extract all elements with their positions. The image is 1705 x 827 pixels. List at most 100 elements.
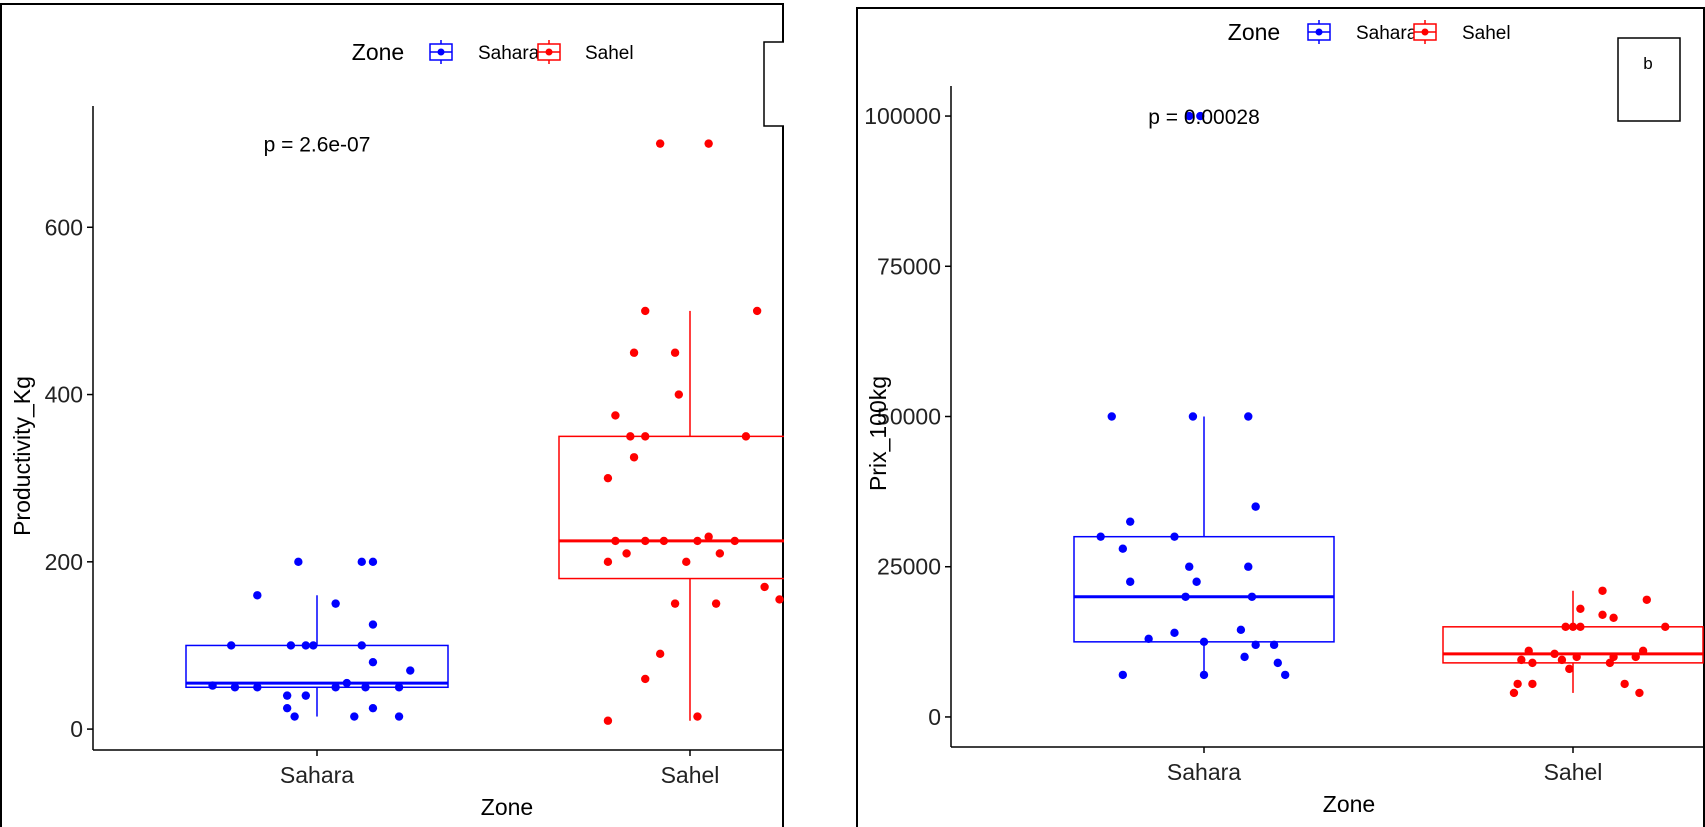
data-point-sahel [1557,655,1567,665]
data-point-sahel [641,432,650,441]
data-point-sahara [1107,412,1116,421]
data-point-sahara [1199,670,1209,680]
data-point-sahel [1528,679,1537,689]
data-point-sahel [629,453,639,462]
data-point-sahel [1509,688,1519,698]
data-point-sahara [357,641,366,650]
x-tick-label-sahara: Sahara [280,762,354,788]
data-point-sahara [1244,412,1253,421]
y-tick-label: 25000 [877,554,941,580]
data-point-sahel [715,549,725,558]
legend-key-point [1315,28,1323,36]
data-point-sahara [1181,592,1190,601]
data-point-sahara [282,691,292,700]
data-point-sahel [1635,688,1644,698]
y-tick-label: 0 [70,716,83,742]
data-point-sahara [1170,628,1179,638]
y-tick-label: 50000 [877,404,941,430]
data-point-sahel [1561,622,1570,632]
data-point-sahel [674,390,684,399]
data-point-sahara [331,599,340,608]
data-point-sahel [603,716,613,725]
y-tick-label: 75000 [877,253,941,279]
data-point-sahel [730,536,739,546]
data-point-sahara [1236,625,1246,635]
price-chart: Zone Sahara Sahel b 0 25000 50000 75000 100000 Sa… [856,7,1705,827]
data-point-sahara [1126,517,1135,526]
data-point-sahel [659,536,669,546]
panel-frame [0,3,784,827]
data-point-sahara [357,557,366,567]
data-point-sahel [682,557,691,567]
panel-tag-label: b [1643,54,1652,73]
data-point-sahel [670,599,680,608]
data-point-sahel [603,473,613,483]
data-point-sahara [1196,111,1205,121]
data-point-sahara [368,657,378,667]
data-point-sahel [1565,664,1574,674]
data-point-sahel [1524,646,1533,656]
data-point-sahel [611,536,620,546]
data-point-sahara [282,703,292,713]
data-point-sahel [1661,622,1670,632]
data-point-sahara [368,703,378,713]
data-point-sahara [301,641,311,650]
data-point-sahara [394,683,404,692]
legend-label-sahara: Sahara [1356,23,1418,44]
data-point-sahara [1185,111,1194,121]
productivity-chart: ZoneSaharaSahela0200400600SaharaSahelZon… [0,3,784,827]
y-axis-title: Productivity_Kg [9,376,35,536]
data-point-sahel [752,306,762,316]
data-point-sahara [253,591,262,600]
box-sahara [1073,535,1335,643]
p-value-annotation: p = 2.6e-07 [264,134,371,157]
legend-label-sahel: Sahel [1462,23,1511,44]
data-point-sahara [1144,634,1153,644]
panel-tag-box [763,41,784,127]
data-point-sahara [301,691,311,700]
data-point-sahara [361,683,370,692]
data-point-sahara [1188,412,1198,421]
data-point-sahara [309,641,318,650]
box-sahel [558,435,784,580]
data-point-sahel [760,582,769,592]
data-point-sahara [350,712,359,721]
data-point-sahara [1244,562,1253,571]
data-point-sahel [1517,655,1526,665]
data-point-sahara [227,641,236,650]
data-point-sahara [406,666,415,675]
y-tick-label: 200 [45,549,83,575]
data-point-sahel [622,549,631,558]
data-point-sahel [1638,646,1648,656]
data-point-sahara [1240,652,1249,662]
data-point-sahara [1199,637,1209,647]
data-point-sahara [331,683,340,692]
data-point-sahara [208,681,217,690]
data-point-sahel [1620,679,1629,689]
data-point-sahel [1576,604,1585,613]
data-point-sahel [1605,658,1615,668]
y-axis-title: Prix_100kg [865,376,891,491]
data-point-sahara [286,641,296,650]
data-point-sahel [641,674,650,684]
data-point-sahel [741,432,751,441]
data-point-sahara [1118,670,1128,680]
data-point-sahel [1513,679,1522,689]
data-point-sahel [1576,622,1585,632]
x-tick-label-sahara: Sahara [1167,759,1241,785]
x-axis-title: Zone [481,794,533,820]
panel-a: ZoneSaharaSahela0200400600SaharaSahelZon… [0,0,784,827]
data-point-sahara [294,557,303,567]
data-point-sahel [641,536,650,546]
data-point-sahara [368,620,378,629]
data-point-sahara [394,712,404,721]
data-point-sahel [655,649,665,659]
data-point-sahara [1273,658,1282,668]
y-tick-label: 600 [45,214,83,240]
data-point-sahara [1280,670,1290,680]
x-tick-label-sahel: Sahel [1544,759,1603,785]
data-point-sahel [693,536,702,546]
data-point-sahel [670,348,680,357]
data-point-sahara [1170,532,1179,541]
p-value-annotation: p = 0.00028 [1148,106,1260,129]
